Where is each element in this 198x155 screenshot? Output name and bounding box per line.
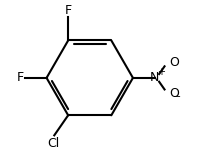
Text: Cl: Cl — [47, 137, 60, 150]
Text: +: + — [157, 67, 165, 77]
Text: F: F — [65, 4, 72, 17]
Text: O: O — [169, 56, 179, 69]
Text: F: F — [17, 71, 24, 84]
Text: −: − — [172, 92, 181, 102]
Text: O: O — [169, 87, 179, 100]
Text: N: N — [150, 71, 159, 84]
